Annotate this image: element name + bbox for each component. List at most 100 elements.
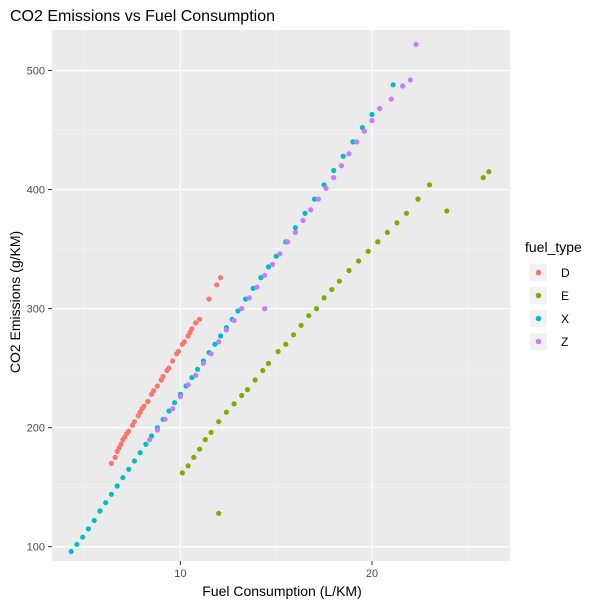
plot-panel xyxy=(52,30,510,561)
data-point xyxy=(202,437,208,443)
data-point xyxy=(302,210,308,216)
y-axis: 100 200 300 400 500 xyxy=(27,65,52,554)
legend-key-E xyxy=(535,292,542,299)
data-point xyxy=(97,508,103,514)
series-D xyxy=(108,275,224,466)
data-point xyxy=(350,139,356,145)
data-point xyxy=(246,295,252,301)
data-point xyxy=(74,541,80,547)
data-point xyxy=(231,401,237,407)
data-point xyxy=(346,267,352,274)
data-point xyxy=(403,210,410,216)
data-point xyxy=(172,400,178,406)
data-point xyxy=(126,466,132,472)
data-point xyxy=(170,358,176,364)
data-point xyxy=(277,251,283,257)
data-point xyxy=(114,483,120,489)
data-point xyxy=(480,175,486,181)
data-point xyxy=(400,83,406,89)
data-point xyxy=(413,41,419,47)
data-point xyxy=(170,406,176,412)
data-point xyxy=(162,416,168,422)
y-tick-label: 100 xyxy=(27,542,45,554)
data-point xyxy=(292,229,298,235)
legend-key-Z xyxy=(535,338,542,345)
data-point xyxy=(193,320,199,326)
legend-label: X xyxy=(561,312,569,326)
data-points xyxy=(68,41,492,555)
legend-label: Z xyxy=(561,335,568,349)
data-point xyxy=(235,308,241,314)
series-Z xyxy=(147,41,419,443)
data-point xyxy=(200,360,206,366)
data-point xyxy=(147,437,153,443)
data-point xyxy=(185,463,191,469)
data-point xyxy=(108,491,114,497)
data-point xyxy=(189,375,195,381)
data-point xyxy=(118,441,124,447)
data-point xyxy=(112,454,118,460)
data-point xyxy=(244,387,251,393)
data-point xyxy=(269,261,275,268)
data-point xyxy=(444,208,450,214)
data-point xyxy=(231,317,237,324)
data-point xyxy=(298,322,304,328)
series-E xyxy=(179,169,492,516)
data-point xyxy=(212,341,218,347)
data-point xyxy=(356,258,362,264)
x-axis: 10 20 xyxy=(174,561,378,580)
data-point xyxy=(137,450,143,456)
series-X xyxy=(68,82,396,555)
data-point xyxy=(265,264,272,270)
data-point xyxy=(143,441,149,447)
data-point xyxy=(415,196,421,202)
data-point xyxy=(216,339,222,345)
y-axis-title: CO2 Emissions (g/KM) xyxy=(7,231,23,373)
chart-title: CO2 Emissions vs Fuel Consumption xyxy=(10,8,275,25)
data-point xyxy=(154,427,160,433)
data-point xyxy=(120,475,126,481)
data-point xyxy=(369,111,375,118)
data-point xyxy=(254,284,260,290)
data-point xyxy=(407,77,413,83)
data-point xyxy=(388,96,394,102)
data-point xyxy=(223,409,229,415)
data-point xyxy=(369,117,375,124)
data-point xyxy=(189,326,195,332)
data-point xyxy=(292,225,298,231)
data-point xyxy=(80,534,86,540)
data-point xyxy=(329,286,335,293)
y-tick-label: 300 xyxy=(27,304,45,316)
y-tick-label: 200 xyxy=(27,423,45,435)
data-point xyxy=(154,383,160,389)
data-point xyxy=(375,239,381,245)
data-point xyxy=(315,196,321,202)
data-point xyxy=(377,106,383,112)
data-point xyxy=(197,446,203,452)
legend-label: D xyxy=(561,266,570,280)
data-point xyxy=(218,275,224,281)
data-point xyxy=(193,372,199,378)
data-point xyxy=(486,169,492,175)
data-point xyxy=(285,239,291,245)
data-point xyxy=(346,151,352,157)
data-point xyxy=(141,403,147,409)
y-tick-label: 400 xyxy=(27,185,45,197)
data-point xyxy=(175,348,182,355)
data-point xyxy=(179,470,185,476)
x-tick-label: 10 xyxy=(174,568,186,580)
data-point xyxy=(131,458,137,464)
data-point xyxy=(195,366,201,372)
data-point xyxy=(214,282,220,288)
legend-key-X xyxy=(535,315,542,322)
data-point xyxy=(354,139,360,145)
x-tick-label: 20 xyxy=(366,568,378,580)
data-point xyxy=(273,253,279,259)
data-point xyxy=(390,82,396,88)
data-point xyxy=(216,419,222,425)
data-point xyxy=(323,185,329,191)
